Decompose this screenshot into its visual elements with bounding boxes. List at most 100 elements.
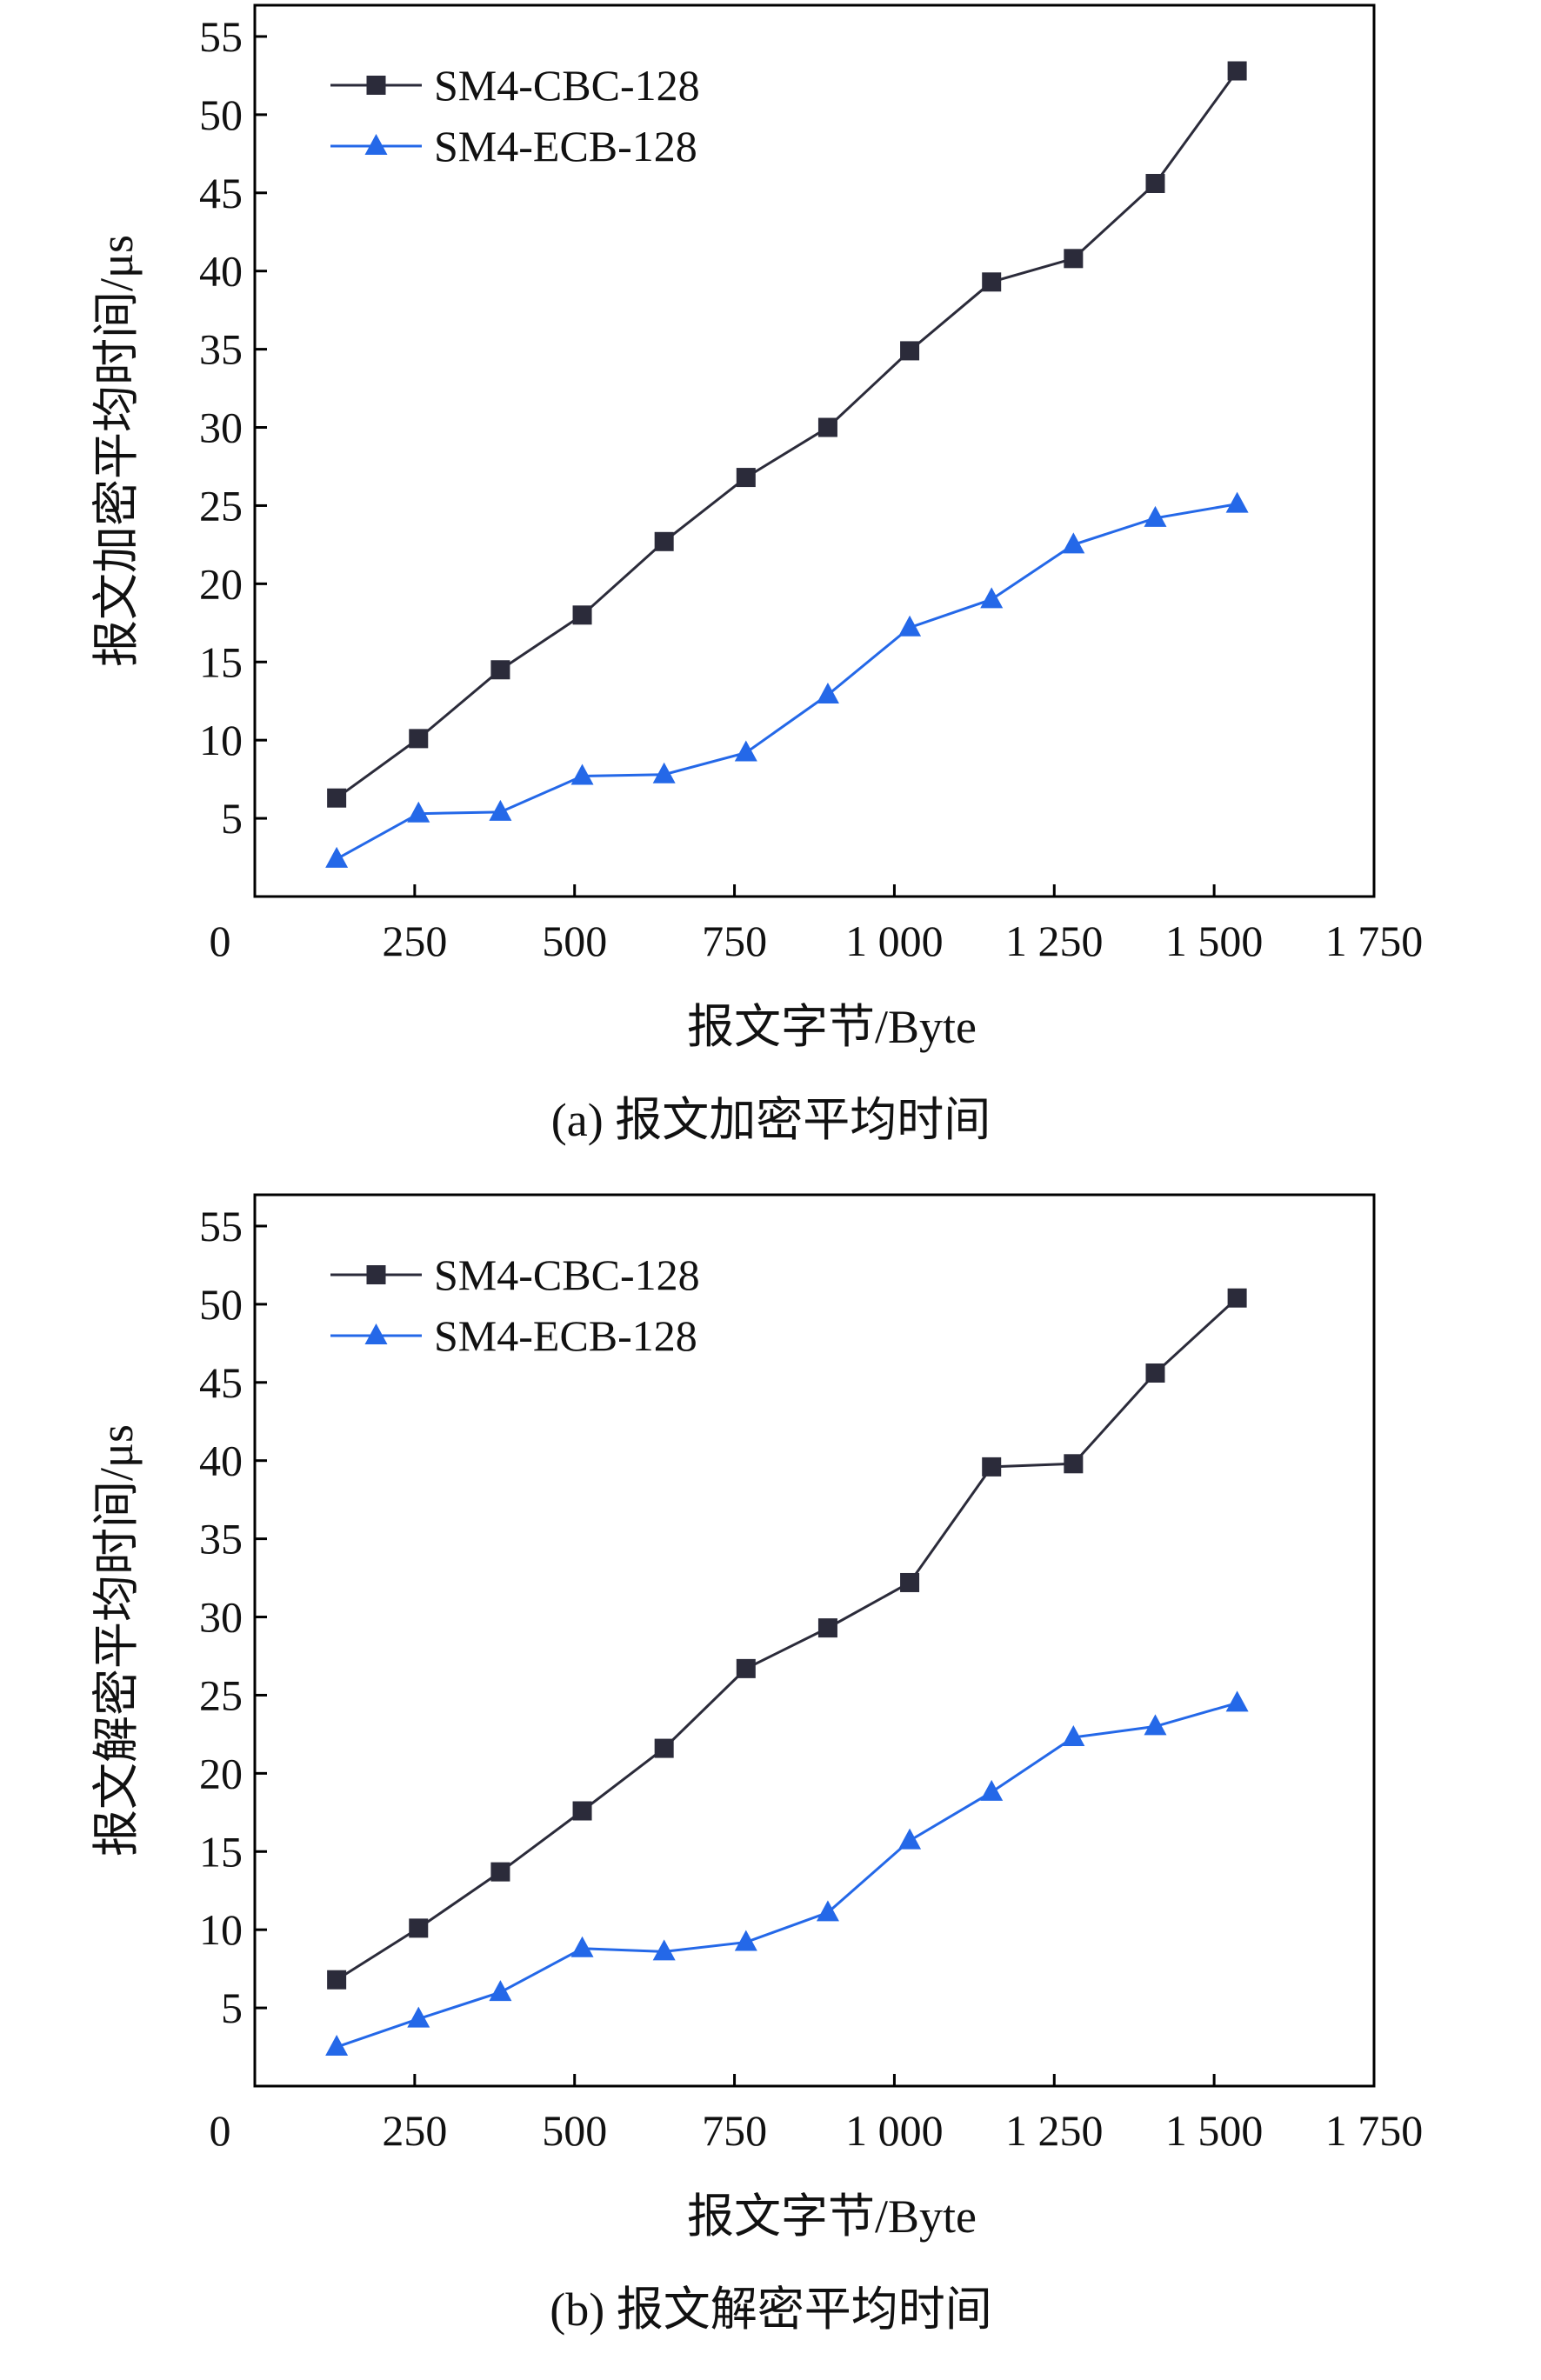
- x-tick-label: 750: [702, 917, 767, 965]
- data-point-square: [572, 605, 592, 625]
- y-tick-label: 35: [199, 1515, 243, 1563]
- data-point-square: [736, 468, 756, 488]
- data-point-triangle: [489, 799, 512, 821]
- y-tick-label: 50: [199, 1280, 243, 1329]
- data-point-square: [1227, 1288, 1247, 1308]
- y-tick-label: 25: [199, 481, 243, 530]
- data-point-square: [1064, 1454, 1084, 1474]
- data-point-triangle: [570, 1936, 594, 1957]
- legend-label-1: SM4-ECB-128: [434, 122, 697, 170]
- decryption-chart-figure: 5 10 15 20 25 30 35 40 45 50 55 0 250 500 750 1 000 1 25…: [0, 1190, 1541, 2379]
- y-tick-label: 10: [199, 1905, 243, 1954]
- data-point-triangle: [980, 1779, 1004, 1801]
- x-tick-label: 1 250: [1005, 2106, 1104, 2155]
- y-tick-label: 55: [199, 1202, 243, 1250]
- x-tick-label: 1 000: [845, 917, 944, 965]
- encryption-chart: 5 10 15 20 25 30 35 40 45 50 55 0 250 500 750 1 000 1 25…: [90, 3, 1423, 1146]
- data-point-square: [1145, 174, 1165, 193]
- data-point-triangle: [407, 801, 430, 823]
- x-axis-label: 报文字节/Byte: [687, 1001, 977, 1053]
- data-point-triangle: [898, 615, 922, 637]
- x-tick-label: 250: [382, 2106, 447, 2155]
- data-point-square: [490, 1862, 510, 1882]
- x-tick-label: 1 000: [845, 2106, 944, 2155]
- data-point-triangle: [734, 740, 757, 762]
- data-point-square: [736, 1658, 756, 1678]
- data-point-square: [572, 1801, 592, 1821]
- x-tick-label: 750: [702, 2106, 767, 2155]
- data-point-triangle: [1144, 505, 1167, 527]
- x-tick-label: 500: [542, 917, 607, 965]
- y-tick-label: 15: [199, 637, 243, 686]
- series-line-0: [336, 70, 1238, 799]
- y-tick-label: 45: [199, 1358, 243, 1407]
- y-tick-label: 40: [199, 1437, 243, 1485]
- legend-label-1: SM4-ECB-128: [434, 1311, 697, 1360]
- y-tick-label: 20: [199, 1749, 243, 1797]
- y-tick-label: 50: [199, 90, 243, 139]
- data-point-square: [982, 1457, 1002, 1477]
- y-tick-label: 40: [199, 247, 243, 296]
- x-tick-label: 500: [542, 2106, 607, 2155]
- data-point-triangle: [734, 1930, 757, 1951]
- data-point-square: [490, 660, 510, 680]
- data-point-triangle: [1062, 1724, 1085, 1746]
- data-point-triangle: [1225, 491, 1249, 513]
- y-tick-label: 30: [199, 1593, 243, 1642]
- chart-caption: (b) 报文解密平均时间: [550, 2283, 991, 2336]
- data-point-square: [900, 341, 920, 361]
- y-axis-label: 报文加密平均时间/μs: [90, 235, 143, 667]
- y-tick-label: 45: [199, 169, 243, 217]
- x-tick-label: 1 750: [1325, 2106, 1424, 2155]
- data-point-square: [409, 1918, 429, 1938]
- y-axis-label: 报文解密平均时间/μs: [90, 1424, 143, 1857]
- y-tick-label: 20: [199, 559, 243, 608]
- data-point-square: [1227, 61, 1247, 81]
- y-tick-label: 10: [199, 716, 243, 764]
- series-line-1: [336, 1701, 1238, 2049]
- legend-marker-triangle: [364, 134, 388, 155]
- data-point-triangle: [652, 762, 676, 783]
- data-point-triangle: [1144, 1714, 1167, 1736]
- y-tick-label: 15: [199, 1827, 243, 1876]
- data-point-square: [1145, 1363, 1165, 1383]
- chart-caption: (a) 报文加密平均时间: [551, 1094, 991, 1146]
- plot-frame: [253, 3, 1376, 898]
- data-point-square: [327, 788, 347, 808]
- x-tick-label: 1 250: [1005, 917, 1104, 965]
- data-point-triangle: [1062, 532, 1085, 554]
- y-tick-label: 30: [199, 403, 243, 452]
- y-tick-label: 35: [199, 325, 243, 374]
- legend-label-0: SM4-CBC-128: [434, 61, 700, 110]
- legend-label-0: SM4-CBC-128: [434, 1250, 700, 1299]
- legend-marker-triangle: [364, 1323, 388, 1344]
- data-point-triangle: [898, 1828, 922, 1850]
- data-point-triangle: [816, 683, 839, 704]
- y-tick-label: 5: [221, 1983, 243, 2032]
- data-point-triangle: [816, 1900, 839, 1922]
- y-tick-label: 5: [221, 794, 243, 843]
- data-point-square: [654, 1738, 674, 1758]
- data-point-square: [982, 272, 1002, 292]
- data-point-square: [817, 417, 837, 437]
- data-point-square: [327, 1970, 347, 1990]
- data-point-square: [409, 729, 429, 749]
- x-tick-label: 0: [210, 2106, 231, 2155]
- data-point-triangle: [1225, 1690, 1249, 1712]
- data-point-triangle: [407, 2006, 430, 2028]
- x-axis-label: 报文字节/Byte: [687, 2190, 977, 2243]
- y-tick-label: 55: [199, 12, 243, 61]
- x-tick-label: 250: [382, 917, 447, 965]
- x-tick-label: 1 500: [1165, 917, 1264, 965]
- decryption-chart: 5 10 15 20 25 30 35 40 45 50 55 0 250 500 750 1 000 1 25…: [90, 1193, 1424, 2336]
- data-point-square: [900, 1572, 920, 1592]
- data-point-square: [654, 531, 674, 551]
- data-point-triangle: [489, 1980, 512, 2002]
- data-point-square: [817, 1618, 837, 1638]
- legend-marker-square: [366, 76, 386, 95]
- y-tick-label: 25: [199, 1670, 243, 1719]
- data-point-triangle: [980, 587, 1004, 609]
- x-tick-label: 1 500: [1165, 2106, 1264, 2155]
- encryption-chart-figure: 5 10 15 20 25 30 35 40 45 50 55 0 250 500 750 1 000 1 25…: [90, 3, 1423, 1146]
- data-point-square: [1064, 249, 1084, 269]
